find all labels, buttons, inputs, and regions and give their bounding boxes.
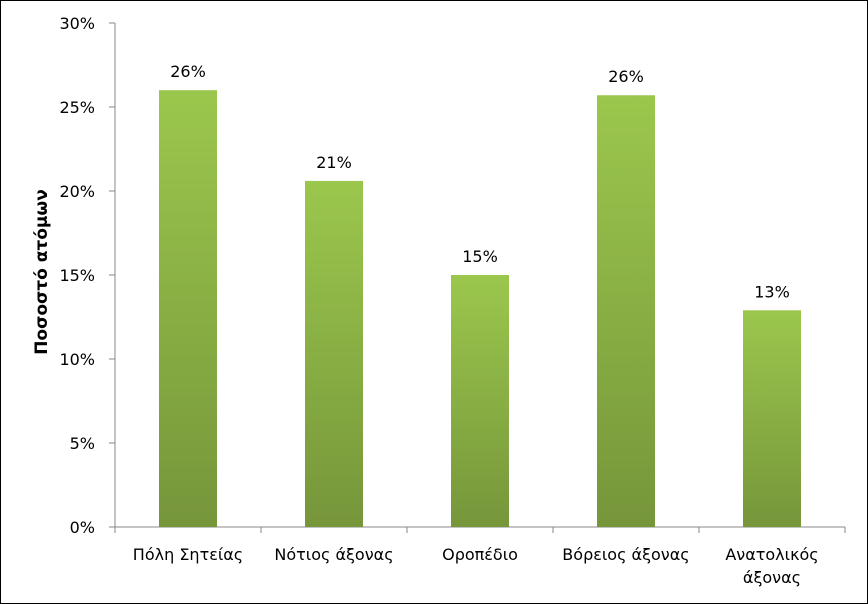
data-label: 21% <box>316 153 352 172</box>
y-tick-label: 30% <box>59 14 95 33</box>
bar <box>451 275 509 527</box>
y-tick-label: 0% <box>70 518 95 537</box>
data-label: 26% <box>608 67 644 86</box>
y-tick-label: 15% <box>59 266 95 285</box>
data-label: 13% <box>754 282 790 301</box>
y-tick-label: 10% <box>59 350 95 369</box>
category-label: Νότιος άξονας <box>274 545 393 564</box>
y-tick-label: 20% <box>59 182 95 201</box>
x-axis-ticks <box>114 527 846 533</box>
y-tick-label: 5% <box>70 434 95 453</box>
y-axis-ticks: 0% 5% 10% 15% 20% 25% 30% <box>59 14 115 537</box>
category-label: Ανατολικός άξονας <box>725 545 818 587</box>
data-label: 15% <box>462 247 498 266</box>
y-axis-title: Ποσοστό ατόμων <box>32 189 52 355</box>
y-tick-label: 25% <box>59 98 95 117</box>
data-labels: 26% 21% 15% 26% 13% <box>170 62 790 301</box>
bar <box>305 180 363 528</box>
bars <box>159 90 801 528</box>
category-label: Πόλη Σητείας <box>133 545 243 564</box>
category-labels: Πόλη Σητείας Νότιος άξονας Οροπέδιο Βόρειος… <box>133 545 819 587</box>
bar <box>159 90 217 527</box>
bar <box>743 310 801 527</box>
category-label: Οροπέδιο <box>442 545 518 564</box>
data-label: 26% <box>170 62 206 81</box>
category-label: Βόρειος άξονας <box>562 545 689 564</box>
bar <box>597 95 655 528</box>
